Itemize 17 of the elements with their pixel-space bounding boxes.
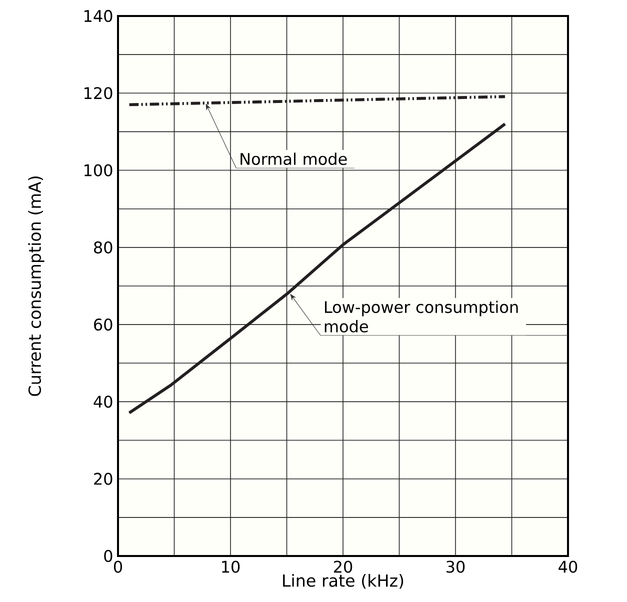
x-tick-label: 20 (334, 560, 352, 573)
y-tick-label: 60 (94, 318, 112, 331)
y-tick-label: 100 (84, 164, 112, 176)
y-tick-label: 80 (94, 241, 112, 254)
annotation: Normal mode (240, 152, 347, 166)
x-tick-label: 40 (558, 560, 578, 573)
y-tick-label: 0 (104, 550, 112, 562)
y-tick-label: 40 (94, 396, 112, 408)
y-tick-label: 120 (84, 87, 112, 100)
x-axis-title: Line rate (kHz) (283, 574, 404, 589)
y-axis-title: Current consumption (mA) (28, 176, 44, 396)
annotation: Low-power consumption mode (324, 300, 518, 332)
y-tick-label: 140 (84, 10, 112, 22)
x-tick-label: 30 (446, 560, 465, 573)
y-tick-label: 20 (94, 472, 112, 485)
x-tick-label: 0 (114, 560, 122, 573)
x-tick-label: 10 (222, 560, 240, 573)
